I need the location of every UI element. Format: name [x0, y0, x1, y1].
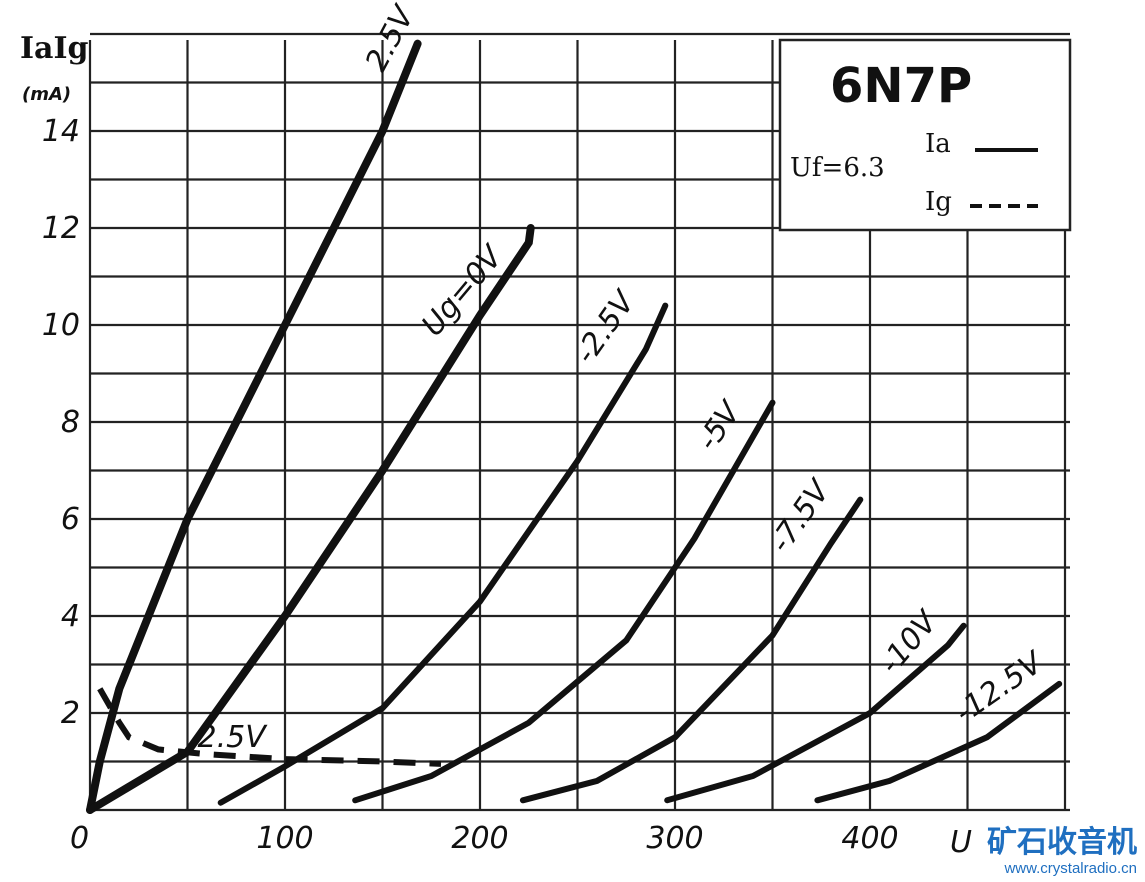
y-tick-label: 4 — [61, 599, 80, 634]
x-tick-label: 200 — [451, 821, 508, 856]
y-axis-unit: (mA) — [22, 84, 71, 105]
curve-ia-0 — [86, 39, 422, 814]
curve-ia-6 — [814, 680, 1063, 804]
curve-label: -5V — [690, 394, 749, 457]
x-axis-label: U — [950, 825, 972, 860]
watermark: 矿石收音机 www.crystalradio.cn — [987, 826, 1137, 878]
filament-voltage: Uf=6.3 — [790, 153, 885, 183]
x-tick-label: 400 — [841, 821, 898, 856]
x-tick-label: 100 — [256, 821, 313, 856]
watermark-url: www.crystalradio.cn — [1004, 860, 1137, 877]
curve-ia-2 — [217, 302, 669, 806]
y-tick-label: 8 — [61, 405, 80, 440]
curve-label: -2.5V — [568, 283, 643, 370]
title-box — [778, 38, 1072, 232]
tick-labels: 2 4 6 8 10 12 14 0 100 200 300 400 — [42, 114, 899, 856]
y-tick-label: 6 — [61, 502, 80, 537]
y-tick-label: 14 — [42, 114, 80, 149]
curve-ia-4 — [519, 496, 864, 804]
y-tick-label: 10 — [42, 308, 80, 343]
curve-label: 2.5V — [359, 0, 423, 77]
y-tick-label: 2 — [61, 696, 80, 731]
curves — [86, 39, 1063, 814]
x-tick-label: 300 — [646, 821, 703, 856]
legend-ig-label: Ig — [925, 187, 952, 217]
watermark-cn: 矿石收音机 — [987, 825, 1137, 860]
chart-title: 6N7P — [830, 58, 972, 114]
curve-label: -12.5V — [949, 644, 1052, 730]
y-tick-label: 12 — [42, 211, 80, 246]
curve-ia-3 — [352, 399, 776, 804]
curve-label: -10V — [873, 603, 946, 681]
x-tick-label: 0 — [70, 821, 89, 856]
curve-ig-7 — [97, 687, 442, 767]
curve-ia-5 — [664, 622, 967, 804]
y-axis-label: IaIg — [20, 31, 89, 66]
legend-ia-label: Ia — [925, 129, 951, 159]
curve-label: 2.5V — [198, 720, 269, 755]
